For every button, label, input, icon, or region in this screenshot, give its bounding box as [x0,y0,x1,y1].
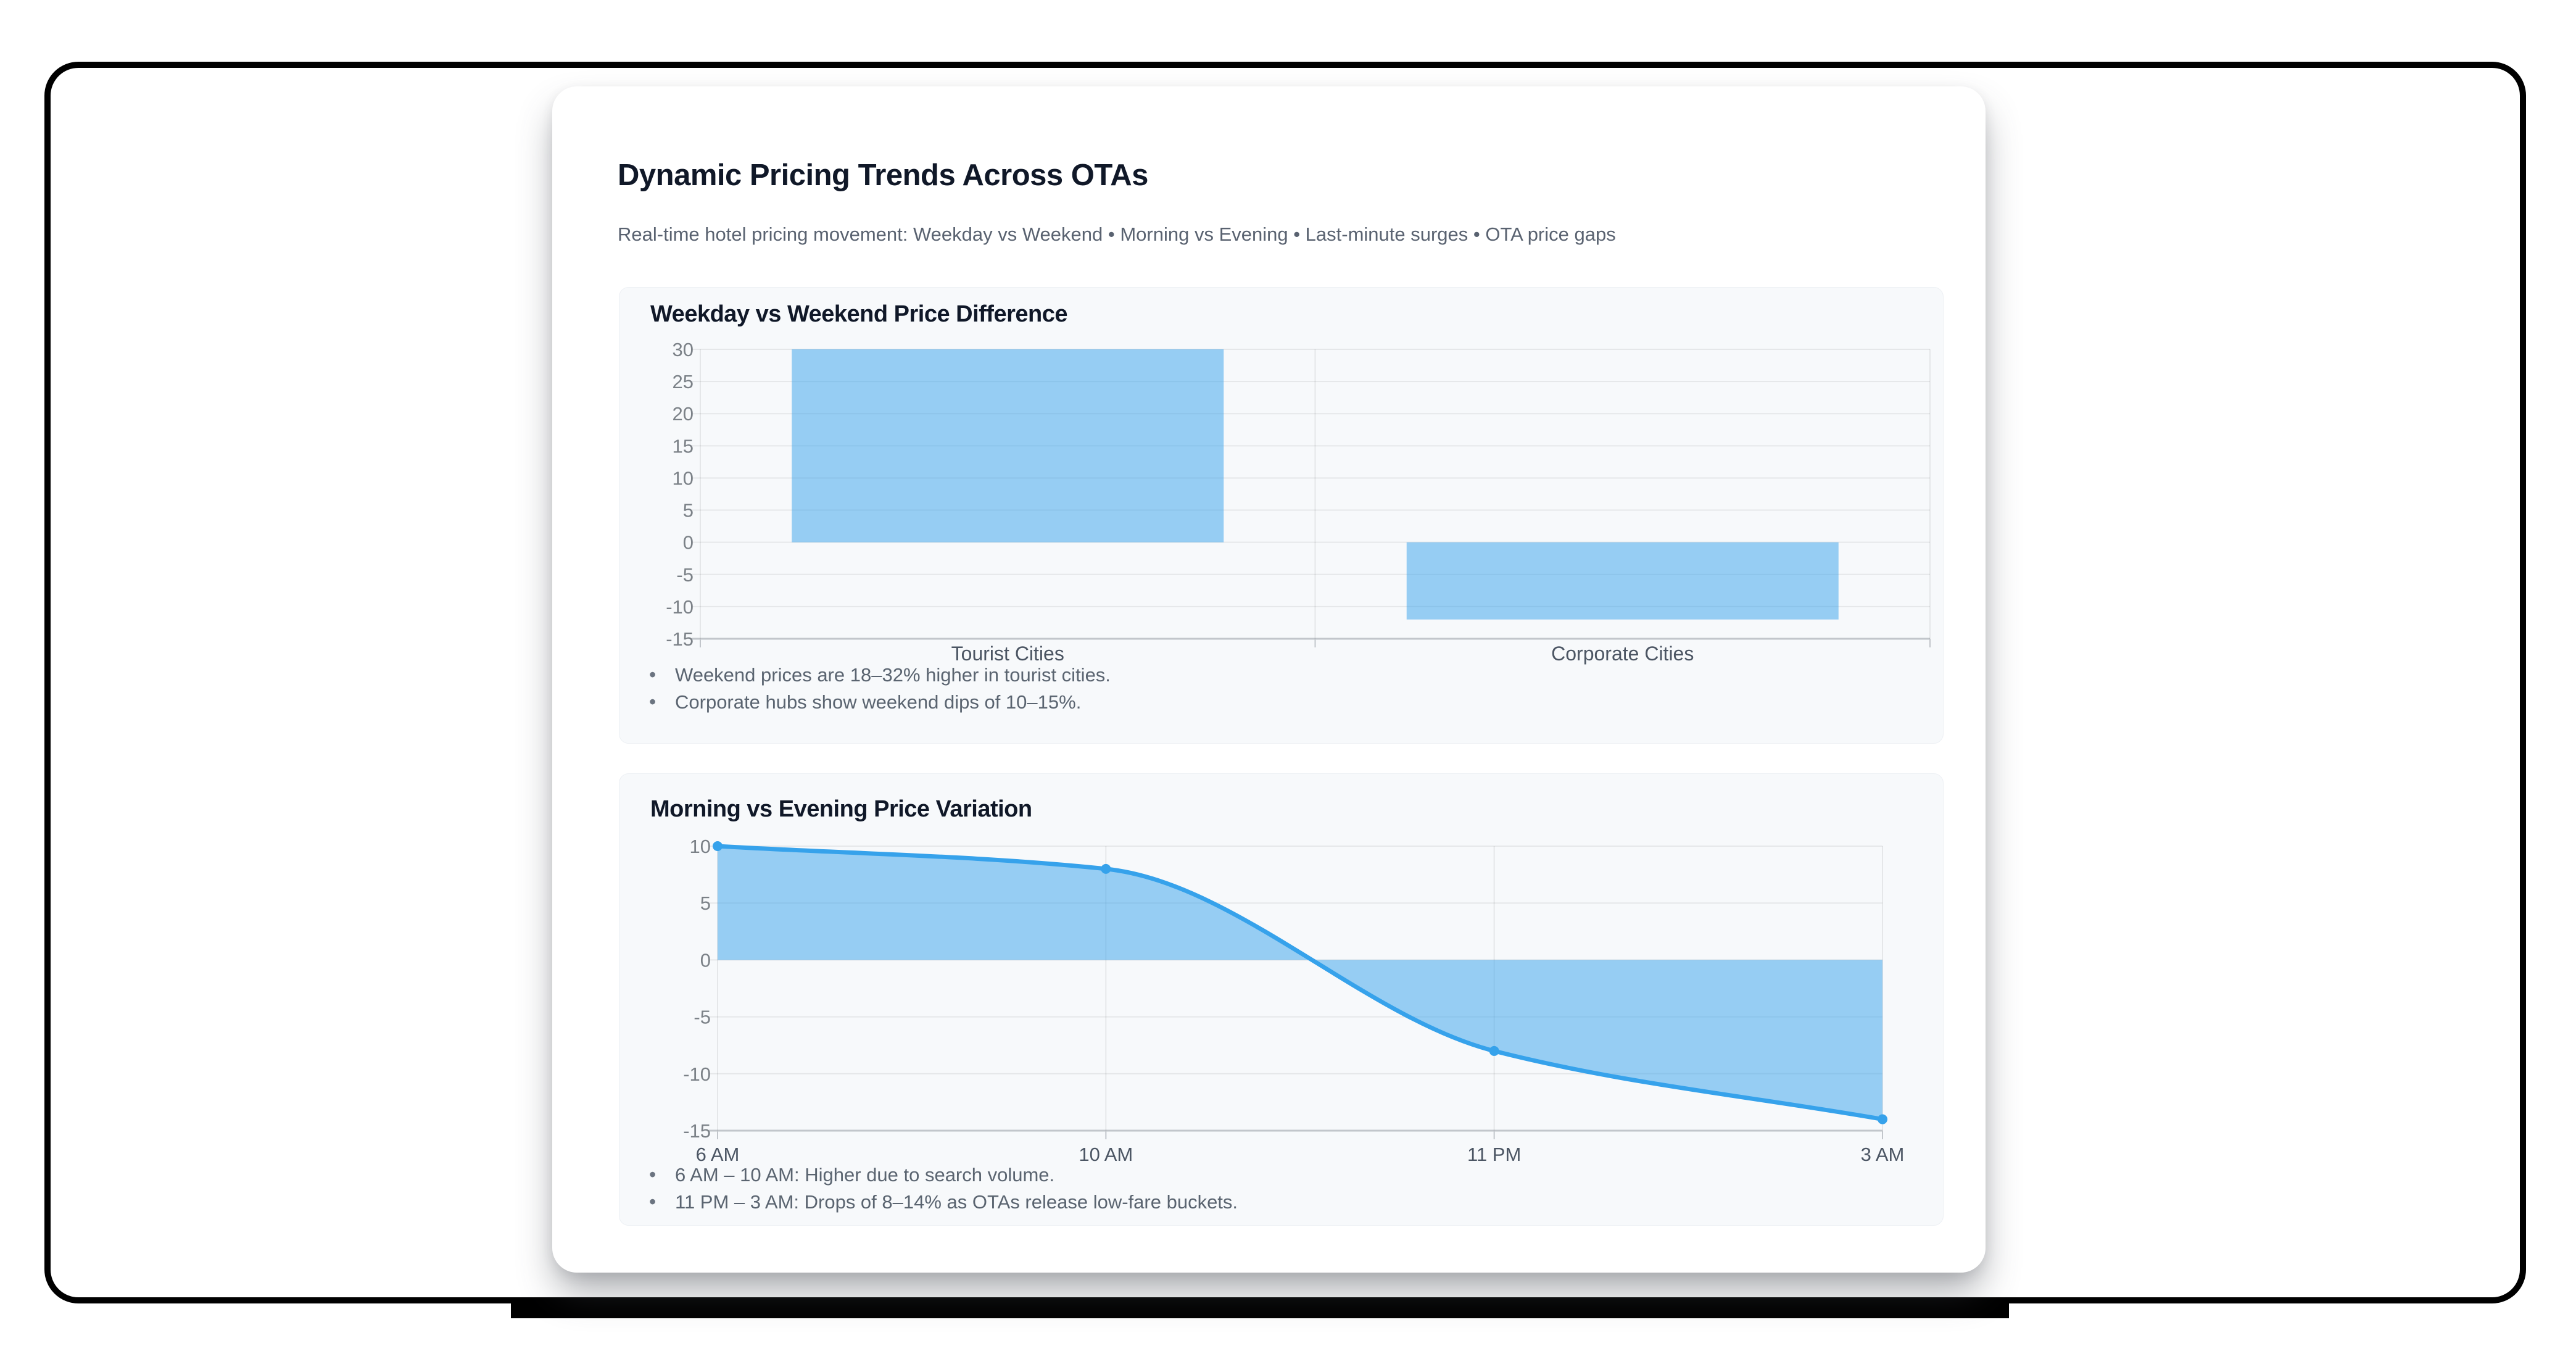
y-tick-label: 20 [673,403,694,425]
x-tick-label: 3 AM [1861,1144,1905,1165]
y-tick-label: -5 [694,1007,711,1028]
line-path [715,844,1885,1122]
area-fill [718,846,1882,1120]
report-card: Dynamic Pricing Trends Across OTAs Real-… [552,86,1986,1273]
bar [1406,542,1839,620]
x-category-label: Tourist Cities [951,642,1064,665]
data-point [1101,863,1111,874]
note-item: Weekend prices are 18–32% higher in tour… [647,661,1111,689]
bar-chart-notes: Weekend prices are 18–32% higher in tour… [647,661,1111,716]
section-morning-vs-evening: Morning vs Evening Price Variation 10 5 0 -… [619,773,1944,1226]
y-tick-label: 10 [673,467,694,489]
data-point [1878,1114,1887,1124]
y-tick-label: -15 [666,628,694,650]
y-tick-label: -15 [683,1120,711,1142]
note-item: 6 AM – 10 AM: Higher due to search volum… [647,1161,1238,1189]
note-item: 11 PM – 3 AM: Drops of 8–14% as OTAs rel… [647,1188,1238,1216]
y-tick-label: -5 [676,564,694,586]
y-tick-label: 0 [700,949,711,971]
y-tick-label: -10 [683,1063,711,1085]
y-tick-label: 0 [683,532,694,554]
section-weekday-vs-weekend: Weekday vs Weekend Price Difference 30 25… [619,287,1944,744]
y-tick-label: 15 [673,435,694,457]
area-chart-title: Morning vs Evening Price Variation [650,796,1032,822]
window-frame-bottom-bar [511,1300,2009,1318]
area-chart-notes: 6 AM – 10 AM: Higher due to search volum… [647,1161,1238,1216]
bar [792,349,1224,542]
y-tick-label: 10 [690,836,711,857]
y-tick-label: 25 [673,371,694,393]
y-tick-label: 5 [683,500,694,522]
note-item: Corporate hubs show weekend dips of 10–1… [647,688,1111,716]
bar-chart-title: Weekday vs Weekend Price Difference [650,301,1068,327]
y-tick-label: -10 [666,596,694,618]
x-category-label: Corporate Cities [1551,642,1694,665]
page-subtitle: Real-time hotel pricing movement: Weekda… [618,223,1616,245]
bar-chart-canvas: 30 25 20 15 10 5 0 -5 -10 -15 Tourist Cities Corpor… [666,339,1931,665]
x-tick-label: 11 PM [1467,1144,1521,1165]
data-point [1489,1045,1499,1056]
y-tick-label: 5 [700,892,711,914]
page-title: Dynamic Pricing Trends Across OTAs [618,159,1148,192]
y-tick-label: 30 [673,339,694,360]
data-point [713,841,723,851]
